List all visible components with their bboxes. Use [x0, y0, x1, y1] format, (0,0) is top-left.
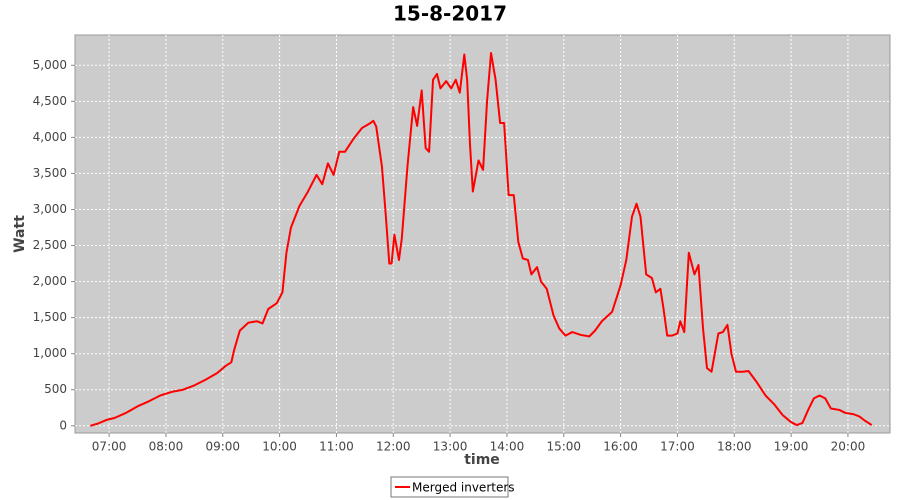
y-tick-label: 4,000	[33, 130, 67, 144]
y-tick-label: 4,500	[33, 94, 67, 108]
x-tick-label: 20:00	[831, 440, 866, 454]
x-tick-label: 17:00	[660, 440, 695, 454]
data-line	[90, 52, 873, 427]
y-tick-label: 2,500	[33, 238, 67, 252]
y-tick-label: 5,000	[33, 58, 67, 72]
x-tick-label: 09:00	[205, 440, 240, 454]
x-tick-label: 19:00	[774, 440, 809, 454]
plot-area	[74, 34, 891, 434]
y-tick-label: 0	[59, 418, 67, 432]
y-tick-label: 2,000	[33, 274, 67, 288]
y-axis-label: Watt	[12, 215, 28, 253]
x-axis-label: time	[464, 452, 500, 468]
y-tick-label: 500	[44, 382, 67, 396]
x-tick-label: 16:00	[603, 440, 638, 454]
x-tick-label: 08:00	[149, 440, 184, 454]
x-tick-label: 12:00	[376, 440, 411, 454]
y-tick-label: 1,500	[33, 310, 67, 324]
x-tick-label: 15:00	[546, 440, 581, 454]
x-tick-label: 14:00	[490, 440, 525, 454]
y-tick-label: 3,000	[33, 202, 67, 216]
legend-label: Merged inverters	[412, 481, 515, 495]
x-tick-label: 18:00	[717, 440, 752, 454]
x-tick-label: 11:00	[319, 440, 354, 454]
x-tick-label: 13:00	[433, 440, 468, 454]
y-tick-label: 3,500	[33, 166, 67, 180]
chart-title: 15-8-2017	[393, 2, 507, 26]
y-tick-label: 1,000	[33, 346, 67, 360]
x-tick-label: 10:00	[262, 440, 297, 454]
legend-box	[390, 476, 509, 498]
x-tick-label: 07:00	[92, 440, 127, 454]
